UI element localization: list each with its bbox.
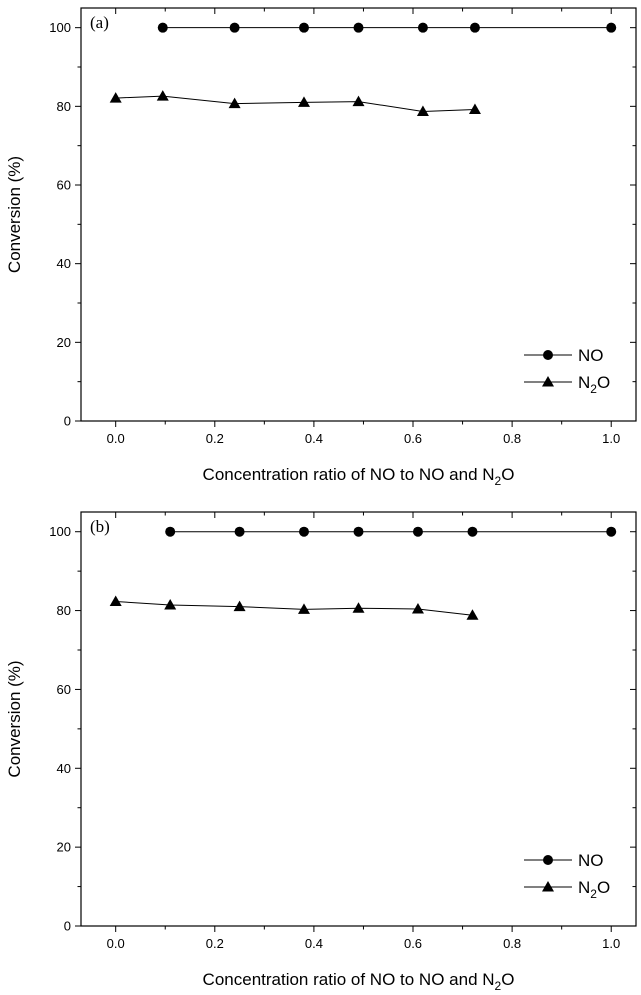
x-axis-label-subscript: 2: [495, 474, 502, 488]
data-point-circle: [157, 22, 168, 33]
x-axis-label: Concentration ratio of NO to NO and N2O: [203, 970, 515, 993]
x-axis-label-subscript: 2: [495, 979, 502, 993]
data-point-circle: [606, 22, 617, 33]
data-point-triangle: [109, 595, 122, 607]
legend-label-subscript: 2: [590, 887, 597, 901]
legend-label-text: NO: [578, 346, 604, 365]
legend-label-text: N: [578, 878, 590, 897]
x-tick-label: 0.6: [404, 431, 422, 446]
x-axis-label: Concentration ratio of NO to NO and N2O: [203, 465, 515, 488]
data-point-circle: [412, 526, 423, 537]
legend-label-text: NO: [578, 851, 604, 870]
data-point-triangle: [352, 95, 365, 107]
x-tick-label: 1.0: [602, 936, 620, 951]
x-axis-label-suffix: O: [501, 465, 514, 484]
data-point-triangle: [468, 103, 481, 114]
data-point-circle: [298, 22, 309, 33]
x-tick-label: 0.0: [107, 431, 125, 446]
y-tick-label: 100: [49, 524, 71, 539]
x-tick-label: 1.0: [602, 431, 620, 446]
data-point-triangle: [109, 92, 122, 103]
y-tick-label: 20: [57, 335, 71, 350]
data-point-triangle: [297, 603, 310, 614]
data-point-triangle: [466, 609, 479, 620]
y-tick-label: 40: [57, 256, 71, 271]
data-point-circle: [165, 526, 176, 537]
legend-label: NO: [578, 346, 604, 365]
y-tick-label: 40: [57, 761, 71, 776]
data-point-triangle: [416, 105, 429, 116]
panel-b: 0.0 0.2 0.4 0.6 0.8 1.0 0 20 40 60 80 100 Concentrat…: [5, 511, 637, 993]
panel-label: (b): [90, 517, 110, 536]
x-tick-label: 0.2: [206, 936, 224, 951]
data-point-circle: [353, 526, 364, 537]
data-point-circle: [469, 22, 480, 33]
legend-label: N2O: [578, 373, 610, 396]
legend-label: NO: [578, 851, 604, 870]
legend-marker: [542, 376, 554, 387]
x-axis-label-text: Concentration ratio of NO to NO and N: [203, 465, 495, 484]
y-axis-label: Conversion (%): [5, 156, 24, 273]
data-point-triangle: [156, 90, 169, 101]
legend-label-subscript: 2: [590, 382, 597, 396]
legend-label-suffix: O: [597, 878, 610, 897]
y-tick-label: 60: [57, 682, 71, 697]
plot-frame: [80, 511, 637, 927]
legend-label-text: N: [578, 373, 590, 392]
legend-marker: [542, 881, 554, 892]
x-axis-label-suffix: O: [501, 970, 514, 989]
data-point-triangle: [164, 599, 177, 610]
x-tick-label: 0.8: [503, 431, 521, 446]
data-point-triangle: [411, 602, 424, 614]
data-point-circle: [229, 22, 240, 33]
data-point-circle: [417, 22, 428, 33]
data-point-triangle: [233, 600, 246, 612]
y-tick-label: 0: [64, 919, 71, 934]
data-point-circle: [606, 526, 617, 537]
data-point-circle: [234, 526, 245, 537]
data-point-triangle: [228, 97, 241, 109]
legend-marker: [543, 855, 553, 865]
data-point-circle: [353, 22, 364, 33]
legend-label-suffix: O: [597, 373, 610, 392]
legend-marker: [543, 350, 553, 360]
data-point-triangle: [352, 602, 365, 613]
x-tick-label: 0.4: [305, 431, 323, 446]
x-tick-label: 0.8: [503, 936, 521, 951]
y-tick-label: 0: [64, 414, 71, 429]
data-point-circle: [298, 526, 309, 537]
y-tick-label: 60: [57, 178, 71, 193]
panel-label: (a): [90, 13, 109, 32]
y-tick-label: 80: [57, 603, 71, 618]
y-axis-label: Conversion (%): [5, 660, 24, 777]
y-tick-label: 100: [49, 20, 71, 35]
data-point-circle: [467, 526, 478, 537]
y-tick-label: 20: [57, 840, 71, 855]
y-tick-label: 80: [57, 99, 71, 114]
data-point-triangle: [297, 96, 310, 107]
legend-label: N2O: [578, 878, 610, 901]
x-tick-label: 0.2: [206, 431, 224, 446]
x-tick-label: 0.0: [107, 936, 125, 951]
x-axis-label-text: Concentration ratio of NO to NO and N: [203, 970, 495, 989]
panel-a: 0.0 0.2 0.4 0.6 0.8 1.0 0 20 40 60 80 100 Concentrat…: [5, 7, 637, 488]
x-tick-label: 0.6: [404, 936, 422, 951]
x-tick-label: 0.4: [305, 936, 323, 951]
plot-frame: [80, 7, 637, 422]
